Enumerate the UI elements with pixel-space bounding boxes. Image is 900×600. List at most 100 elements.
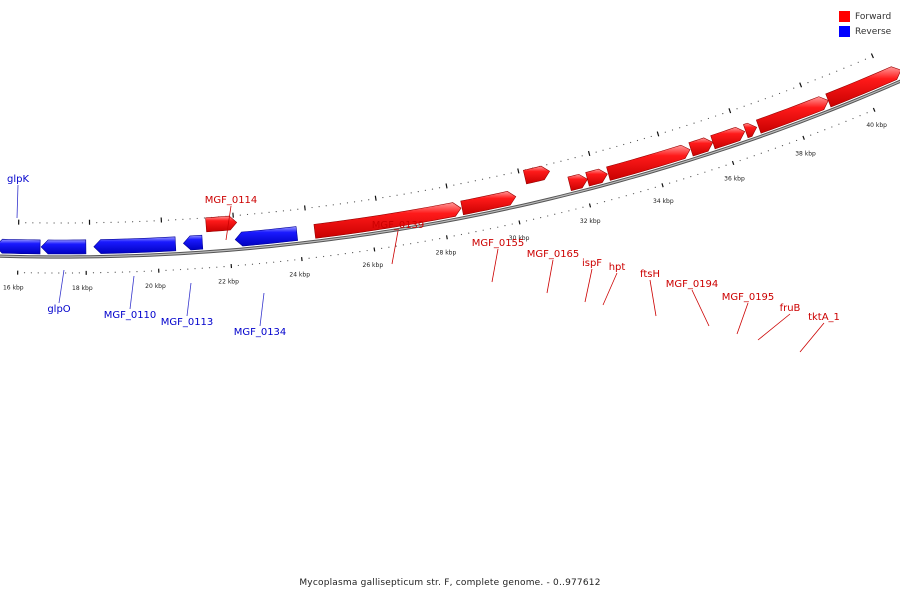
reverse-gene-arrow [40,239,87,255]
outer-minor-tick [124,221,127,223]
outer-minor-tick [722,113,724,115]
outer-minor-tick [616,145,618,148]
ruler-minor-tick [575,208,577,210]
ruler-minor-tick [23,272,26,274]
legend-item-reverse: Reverse [839,24,891,39]
reverse-gene-arrow [0,238,41,255]
ruler-minor-tick [482,229,484,231]
ruler-minor-tick [781,145,784,147]
outer-tick [656,131,660,137]
gene-label-mgf-0195: MGF_0195 [722,292,775,303]
ruler-minor-tick [194,268,196,270]
ruler-minor-tick [640,191,642,193]
ruler-minor-tick [322,255,325,258]
ruler-label: 36 kbp [724,175,745,182]
ruler-minor-tick [402,244,405,246]
outer-minor-tick [67,222,69,224]
ruler-minor-tick [453,235,455,237]
ruler-minor-tick [439,238,441,240]
outer-tick [517,168,520,174]
gene-leader-line [259,292,265,327]
ruler-minor-tick [344,253,346,255]
gene-label-ftsh: ftsH [640,269,660,280]
outer-minor-tick [481,178,484,180]
outer-minor-tick [693,122,695,124]
ruler-minor-tick [532,218,535,220]
outer-minor-tick [629,141,632,144]
ruler-minor-tick [690,176,692,178]
legend-label-forward: Forward [855,11,892,22]
gene-labels: glpK glpO MGF_0110 MGF_0113 MGF_0114 MGF_0134… [7,174,840,353]
outer-minor-tick [424,189,426,191]
ruler-minor-tick [330,254,332,257]
outer-tick [587,150,591,157]
forward-gene-arrow [743,122,758,139]
outer-minor-tick [410,192,412,194]
outer-minor-tick [778,92,781,95]
outer-minor-tick [581,155,583,157]
reverse-gene-arrow [93,236,177,254]
gene-label-mgf-0194: MGF_0194 [666,279,719,290]
ruler-minor-tick [525,220,528,222]
ruler-minor-tick [511,223,513,225]
outer-minor-tick [389,195,391,198]
legend-swatch-reverse [839,26,850,37]
ruler-minor-tick [431,239,434,241]
ruler-minor-tick [352,252,354,254]
outer-minor-tick [750,103,752,105]
gene-leader-line [757,313,791,341]
ruler-minor-tick [603,201,606,203]
outer-minor-tick [239,214,241,216]
ruler-minor-tick [100,272,102,274]
outer-minor-tick [664,131,666,133]
ruler-minor-tick [704,171,706,173]
ruler-minor-tick [107,271,109,274]
gene-leader-line [129,275,135,310]
gene-label-frub: fruB [780,303,801,314]
outer-minor-tick [503,174,505,176]
ruler-minor-tick [244,264,247,266]
outer-minor-tick [438,187,441,189]
ruler-minor-tick [676,180,678,182]
outer-minor-tick [553,162,555,164]
outer-minor-tick [850,64,852,66]
gene-label-glpo: glpO [47,304,70,315]
outer-minor-tick [417,191,419,193]
outer-minor-tick [786,90,788,92]
outer-minor-tick [110,221,112,223]
outer-minor-tick [807,82,809,84]
legend-label-reverse: Reverse [855,26,892,37]
legend-item-forward: Forward [839,9,891,24]
ruler-minor-tick [540,217,542,219]
forward-gene-arrow [688,137,714,157]
ruler-label: 32 kbp [580,218,601,225]
ruler-label: 26 kbp [363,262,384,269]
outer-minor-tick [546,164,548,166]
outer-minor-tick [139,220,141,223]
gene-leader-line [16,184,19,219]
ruler-minor-tick [201,267,203,269]
ruler-label: 22 kbp [218,278,239,285]
ruler-minor-tick [388,246,390,248]
outer-minor-tick [339,203,341,205]
gene-leader-line [649,279,657,317]
gene-leader-line [602,272,618,306]
outer-minor-tick [764,98,766,100]
gene-leader-line [584,268,593,303]
gene-label-mgf-0113: MGF_0113 [161,317,214,328]
ruler-minor-tick [810,134,812,136]
ruler-minor-tick [287,260,289,262]
gene-leader-line [799,322,825,353]
ruler-minor-tick [795,139,798,142]
outer-minor-tick [771,95,774,97]
ruler-minor-tick [711,169,713,171]
gene-label-glpk: glpK [7,174,29,185]
outer-minor-tick [828,73,831,75]
outer-minor-tick [146,220,148,222]
outer-minor-tick [843,67,845,69]
gene-features [0,66,900,255]
outer-minor-tick [707,117,710,120]
ruler-minor-tick [216,266,218,268]
outer-minor-tick [246,213,249,216]
